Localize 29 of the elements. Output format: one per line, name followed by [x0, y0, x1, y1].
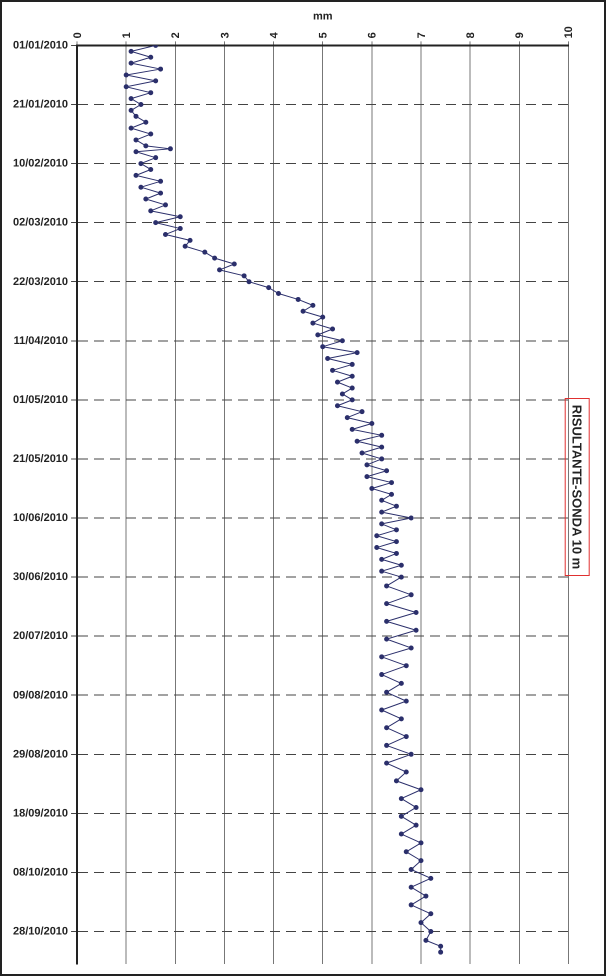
y-tick-label: 09/08/2010 [12, 689, 68, 702]
x-tick-label: 10 [563, 26, 576, 38]
y-tick-label: 08/10/2010 [12, 866, 68, 878]
y-tick-label: 01/01/2010 [12, 39, 68, 52]
x-tick-label: 0 [72, 32, 84, 38]
y-tick-label: 10/02/2010 [12, 158, 68, 170]
text: RISULTANTE-SONDA 10 m [570, 404, 585, 570]
y-tick-label: 21/05/2010 [12, 452, 68, 465]
x-tick-label: 1 [121, 32, 134, 38]
x-tick-label: 7 [416, 32, 428, 38]
x-axis-title: mm [312, 10, 333, 23]
y-tick-label: 01/05/2010 [12, 394, 68, 406]
x-tick-label: 8 [464, 32, 477, 38]
y-tick-label: 11/04/2010 [14, 334, 68, 347]
x-tick-label: 2 [170, 32, 182, 38]
x-tick-label: 3 [219, 32, 232, 38]
x-tick-label: 9 [514, 32, 526, 38]
y-tick-label: 20/07/2010 [12, 630, 68, 642]
y-tick-label: 21/01/2010 [12, 98, 68, 111]
y-tick-label: 28/10/2010 [12, 926, 68, 938]
y-tick-label: 18/09/2010 [12, 807, 68, 820]
y-tick-label: 10/06/2010 [12, 512, 68, 524]
x-tick-label: 5 [318, 32, 330, 38]
x-tick-label: 6 [366, 32, 379, 38]
y-tick-label: 22/03/2010 [12, 276, 68, 288]
y-tick-label: 30/06/2010 [12, 571, 68, 584]
y-tick-label: 02/03/2010 [12, 216, 68, 229]
y-tick-label: 29/08/2010 [12, 748, 68, 760]
x-tick-label: 4 [268, 31, 280, 38]
